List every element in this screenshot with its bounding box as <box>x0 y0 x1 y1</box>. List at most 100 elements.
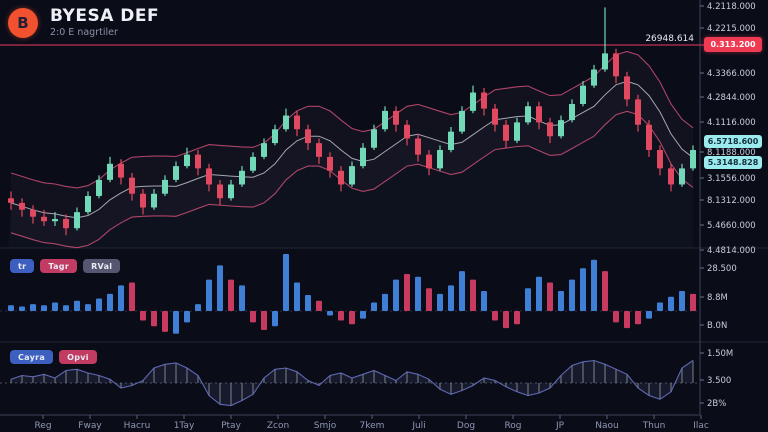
price-axis-label: 8.1312.000 <box>707 196 756 206</box>
volume-bar <box>272 311 278 327</box>
logo-letter: B <box>17 14 29 32</box>
app-logo-icon[interactable]: B <box>8 8 38 38</box>
price-axis-label: 4.2118.000 <box>707 2 756 12</box>
band-fill <box>11 51 693 248</box>
volume-bar <box>470 279 476 311</box>
candle-body <box>646 124 652 150</box>
candle-body <box>52 219 58 222</box>
candle-body <box>679 168 685 185</box>
candle-body <box>239 170 245 185</box>
volume-bar <box>382 293 388 311</box>
volume-bar <box>591 259 597 311</box>
volume-bar <box>239 285 245 311</box>
chip-volume-1[interactable]: tr <box>10 259 35 273</box>
candle-body <box>195 154 201 169</box>
x-axis-label: Fway <box>78 421 102 431</box>
volume-bar <box>151 311 157 327</box>
volume-bar <box>371 302 377 311</box>
x-axis-label: Ptay <box>221 421 241 431</box>
chip-volume-2[interactable]: Tagr <box>40 259 78 273</box>
candle-body <box>393 110 399 125</box>
volume-bar <box>437 293 443 311</box>
x-axis-label: Naou <box>595 421 618 431</box>
volume-indicator-chips: tr Tagr RVal <box>10 259 121 273</box>
volume-bar <box>525 288 531 311</box>
x-axis-label: Hacru <box>124 421 151 431</box>
price-level-badge-1[interactable]: 6.5718.600 <box>704 135 762 148</box>
volume-bar <box>569 279 575 311</box>
volume-bar <box>19 306 25 311</box>
volume-bar <box>30 304 36 311</box>
app-subtitle: 2:0 E nagrtiler <box>50 27 118 38</box>
x-axis-label: Ilac <box>693 421 709 431</box>
candle-body <box>228 184 234 199</box>
volume-bar <box>360 311 366 319</box>
volume-bar <box>536 276 542 311</box>
candle-body <box>371 129 377 148</box>
candle-body <box>481 92 487 109</box>
title-block: BYESA DEF 2:0 E nagrtiler <box>50 6 159 38</box>
price-area-shade <box>8 81 693 249</box>
candle-body <box>19 202 25 210</box>
chip-oscillator-2[interactable]: Opvi <box>59 350 97 364</box>
x-axis-label: 7kem <box>360 421 385 431</box>
candle-body <box>250 156 256 171</box>
candle-body <box>415 138 421 155</box>
volume-bar <box>283 254 289 311</box>
volume-axis-label: B.0N <box>707 321 727 331</box>
volume-bar <box>8 305 14 311</box>
price-axis-label: 4.4814.000 <box>707 246 756 256</box>
candle-body <box>85 196 91 213</box>
candle-body <box>382 110 388 130</box>
volume-bar <box>448 285 454 311</box>
candle-body <box>129 177 135 194</box>
volume-bar <box>96 298 102 311</box>
volume-axis-label: 8.8M <box>707 293 728 303</box>
candle-body <box>316 143 322 157</box>
candle-body <box>525 106 531 123</box>
chip-volume-3[interactable]: RVal <box>83 259 121 273</box>
volume-bar <box>426 288 432 311</box>
x-axis-label: 1Tay <box>174 421 195 431</box>
candle-body <box>217 184 223 199</box>
volume-bar <box>404 273 410 311</box>
candle-body <box>151 193 157 208</box>
candle-body <box>41 216 47 222</box>
volume-bar <box>690 293 696 311</box>
volume-bar <box>646 311 652 319</box>
volume-bar <box>492 311 498 321</box>
candle-body <box>448 131 454 150</box>
candle-body <box>118 163 124 178</box>
volume-bar <box>327 311 333 316</box>
upper-band-line <box>10 50 694 189</box>
candle-body <box>426 154 432 169</box>
volume-bar <box>173 311 179 334</box>
candle-body <box>294 115 300 130</box>
candle-body <box>514 122 520 141</box>
middle-band-line <box>10 80 694 219</box>
volume-bar <box>624 311 630 329</box>
x-axis-label: Smjo <box>314 421 337 431</box>
volume-bar <box>85 304 91 311</box>
x-axis-label: JP <box>555 421 565 431</box>
volume-bar <box>74 300 80 311</box>
candle-body <box>74 212 80 229</box>
candle-body <box>624 76 630 100</box>
price-level-badge-2[interactable]: 5.3148.828 <box>704 156 762 169</box>
chip-oscillator-1[interactable]: Cayra <box>10 350 54 364</box>
candle-body <box>272 129 278 144</box>
oscillator-axis-label: 1.50M <box>707 349 733 359</box>
volume-bar <box>228 279 234 311</box>
volume-bar <box>250 311 256 323</box>
volume-bar <box>305 295 311 311</box>
price-axis-label: 5.4660.000 <box>707 221 756 231</box>
oscillator-line <box>10 359 694 407</box>
price-alert-badge[interactable]: 0.313.200 <box>704 37 762 52</box>
oscillator-fill <box>11 360 693 406</box>
header: B BYESA DEF 2:0 E nagrtiler <box>8 6 159 38</box>
candle-body <box>404 124 410 139</box>
volume-axis-label: 28.500 <box>707 264 737 274</box>
volume-bar <box>63 305 69 311</box>
